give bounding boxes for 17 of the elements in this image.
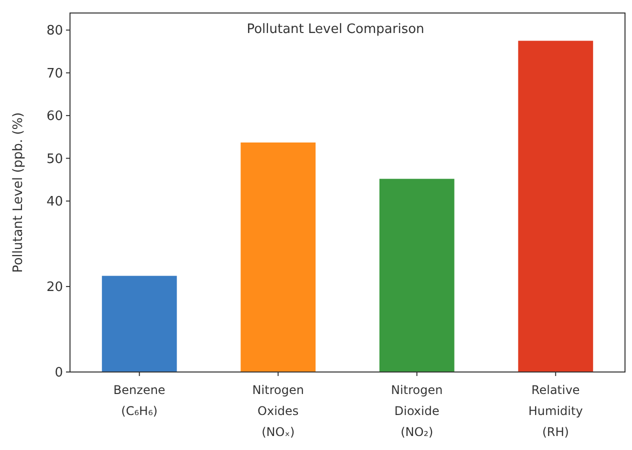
y-axis-title: Pollutant Level (ppb. (%) — [11, 112, 26, 273]
bar — [379, 178, 454, 372]
y-tick-label: 70 — [46, 66, 63, 82]
bar — [240, 142, 316, 372]
y-tick-label: 0 — [54, 366, 63, 381]
bar — [102, 276, 177, 372]
text: Pollutant Level Comparison — [246, 22, 424, 37]
y-tick-label: 40 — [46, 194, 63, 210]
x-tick-label: Nitrogen Oxides (NOₓ) — [252, 383, 304, 439]
y-tick-label: 20 — [46, 280, 63, 296]
y-tick-label: 50 — [46, 152, 63, 167]
y-tick-label: 60 — [46, 109, 63, 124]
y-tick-label: 80 — [46, 24, 63, 39]
x-tick-label: Nitrogen Dioxide (NO₂) — [391, 383, 443, 439]
x-tick-label: Relative Humidity (RH) — [528, 383, 583, 439]
bar — [518, 40, 594, 372]
x-tick-label: Benzene (C₆H₆) — [113, 383, 166, 418]
